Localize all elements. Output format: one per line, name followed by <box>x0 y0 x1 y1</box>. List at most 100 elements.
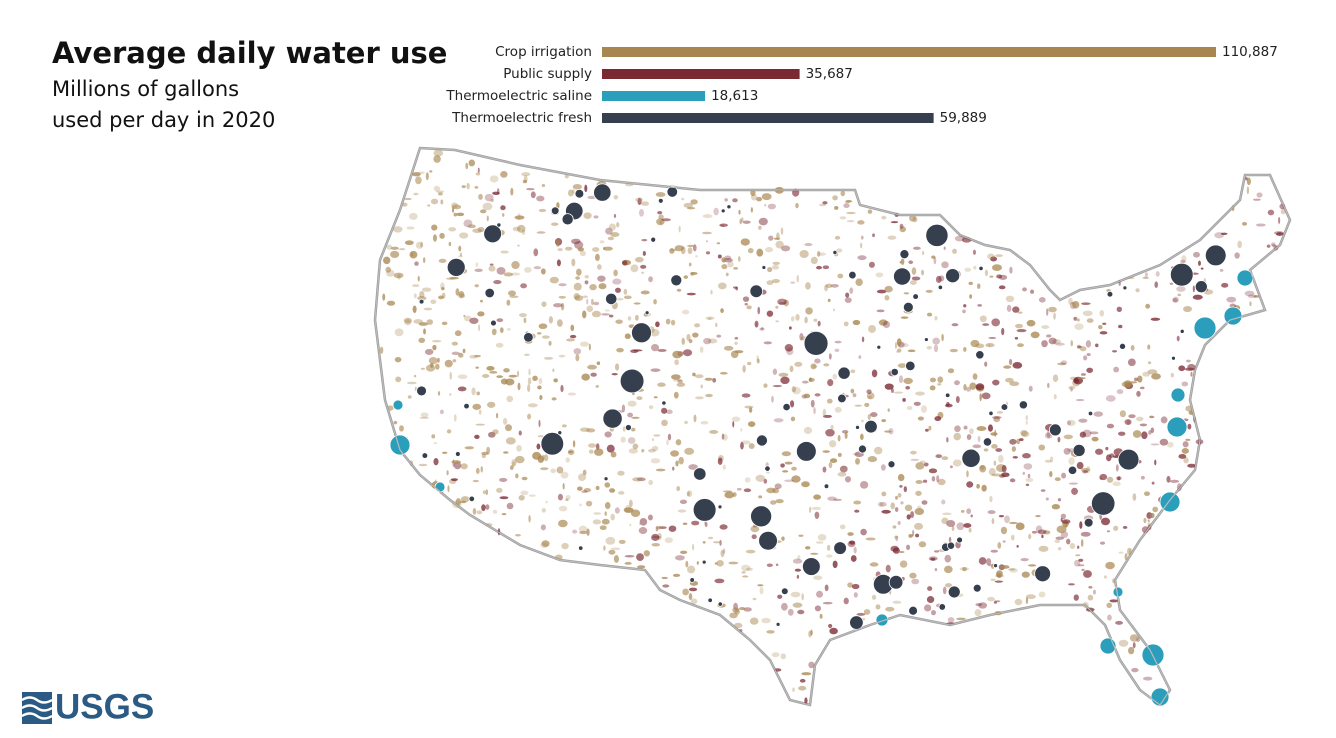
land-use-patch <box>822 601 833 605</box>
land-use-patch <box>790 416 796 422</box>
land-use-patch <box>892 525 897 529</box>
land-use-patch <box>881 215 887 220</box>
land-use-patch <box>742 575 749 578</box>
land-use-patch <box>413 319 424 324</box>
plant-dot <box>993 563 999 569</box>
land-use-patch <box>758 495 763 499</box>
bar <box>602 91 706 101</box>
land-use-patch <box>715 322 718 328</box>
land-use-patch <box>1245 176 1248 181</box>
land-use-patch <box>716 334 722 338</box>
land-use-patch <box>1009 381 1020 387</box>
land-use-patch <box>475 172 481 176</box>
land-use-patch <box>1185 405 1193 412</box>
land-use-patch <box>784 461 793 465</box>
land-use-patch <box>827 298 831 303</box>
land-use-patch <box>431 434 436 439</box>
land-use-patch <box>648 405 654 410</box>
land-use-patch <box>810 629 813 636</box>
land-use-patch <box>613 214 617 218</box>
plant-dot <box>946 541 956 550</box>
land-use-patch <box>903 377 913 385</box>
land-use-patch <box>1012 362 1023 369</box>
land-use-patch <box>813 575 823 581</box>
plant-dot <box>692 498 717 522</box>
land-use-patch <box>687 244 695 248</box>
land-use-patch <box>437 192 443 196</box>
land-use-patch <box>899 550 905 553</box>
land-use-patch <box>942 586 947 595</box>
land-use-patch <box>979 315 987 323</box>
chart-title: Average daily water use <box>52 36 447 70</box>
land-use-patch <box>817 534 827 541</box>
land-use-patch <box>1130 344 1135 351</box>
land-use-patch <box>598 283 607 290</box>
land-use-patch <box>929 385 936 391</box>
land-use-patch <box>841 466 848 469</box>
land-use-patch <box>592 247 600 252</box>
land-use-patch <box>661 218 671 222</box>
land-use-patch <box>1004 515 1010 524</box>
land-use-patch <box>610 232 620 237</box>
land-use-patch <box>451 204 462 210</box>
land-use-patch <box>767 267 773 273</box>
land-use-patch <box>641 271 645 274</box>
land-use-patch <box>1072 301 1080 309</box>
land-use-patch <box>712 377 717 383</box>
land-use-patch <box>690 271 698 275</box>
plant-dot <box>803 330 829 356</box>
land-use-patch <box>1037 529 1047 535</box>
land-use-patch <box>760 326 764 330</box>
land-use-patch <box>790 281 796 284</box>
plant-dot <box>855 424 860 430</box>
land-use-patch <box>1010 534 1015 541</box>
land-use-patch <box>537 435 545 438</box>
land-use-patch <box>441 292 446 299</box>
land-use-patch <box>472 403 482 410</box>
land-use-patch <box>1147 361 1152 365</box>
land-use-patch <box>680 550 688 554</box>
land-use-patch <box>1099 541 1106 545</box>
plant-dot <box>961 448 981 468</box>
land-use-patch <box>482 490 486 495</box>
land-use-patch <box>505 424 513 432</box>
land-use-patch <box>514 455 525 464</box>
plant-dot <box>975 350 985 360</box>
land-use-patch <box>1083 355 1088 361</box>
land-use-patch <box>453 414 457 422</box>
land-use-patch <box>1055 536 1064 540</box>
plant-dot <box>902 301 914 313</box>
land-use-patch <box>1103 575 1107 579</box>
land-use-patch <box>1118 551 1124 554</box>
land-use-patch <box>635 197 644 202</box>
land-use-patch <box>915 480 923 484</box>
land-use-patch <box>678 225 681 233</box>
land-use-patch <box>1220 232 1228 236</box>
land-use-patch <box>963 384 967 391</box>
land-use-patch <box>459 232 469 239</box>
land-use-patch <box>694 323 701 328</box>
land-use-patch <box>694 374 704 379</box>
land-use-patch <box>517 382 521 391</box>
land-use-patch <box>415 176 422 185</box>
land-use-patch <box>899 485 903 488</box>
land-use-patch <box>1169 479 1180 483</box>
land-use-patch <box>996 274 1003 279</box>
land-use-patch <box>921 269 925 276</box>
land-use-patch <box>591 310 601 318</box>
plant-dot <box>657 197 664 204</box>
land-use-patch <box>1154 281 1159 288</box>
land-use-patch <box>705 393 713 398</box>
land-use-patch <box>538 419 541 428</box>
land-use-patch <box>861 336 865 343</box>
land-use-patch <box>414 261 419 266</box>
land-use-patch <box>766 487 776 494</box>
land-use-patch <box>707 536 714 540</box>
land-use-patch <box>850 555 857 562</box>
land-use-patch <box>884 285 893 293</box>
land-use-patch <box>707 338 718 344</box>
land-use-patch <box>915 391 925 396</box>
land-use-patch <box>897 363 907 368</box>
land-use-patch <box>867 456 878 463</box>
land-use-patch <box>904 504 913 512</box>
